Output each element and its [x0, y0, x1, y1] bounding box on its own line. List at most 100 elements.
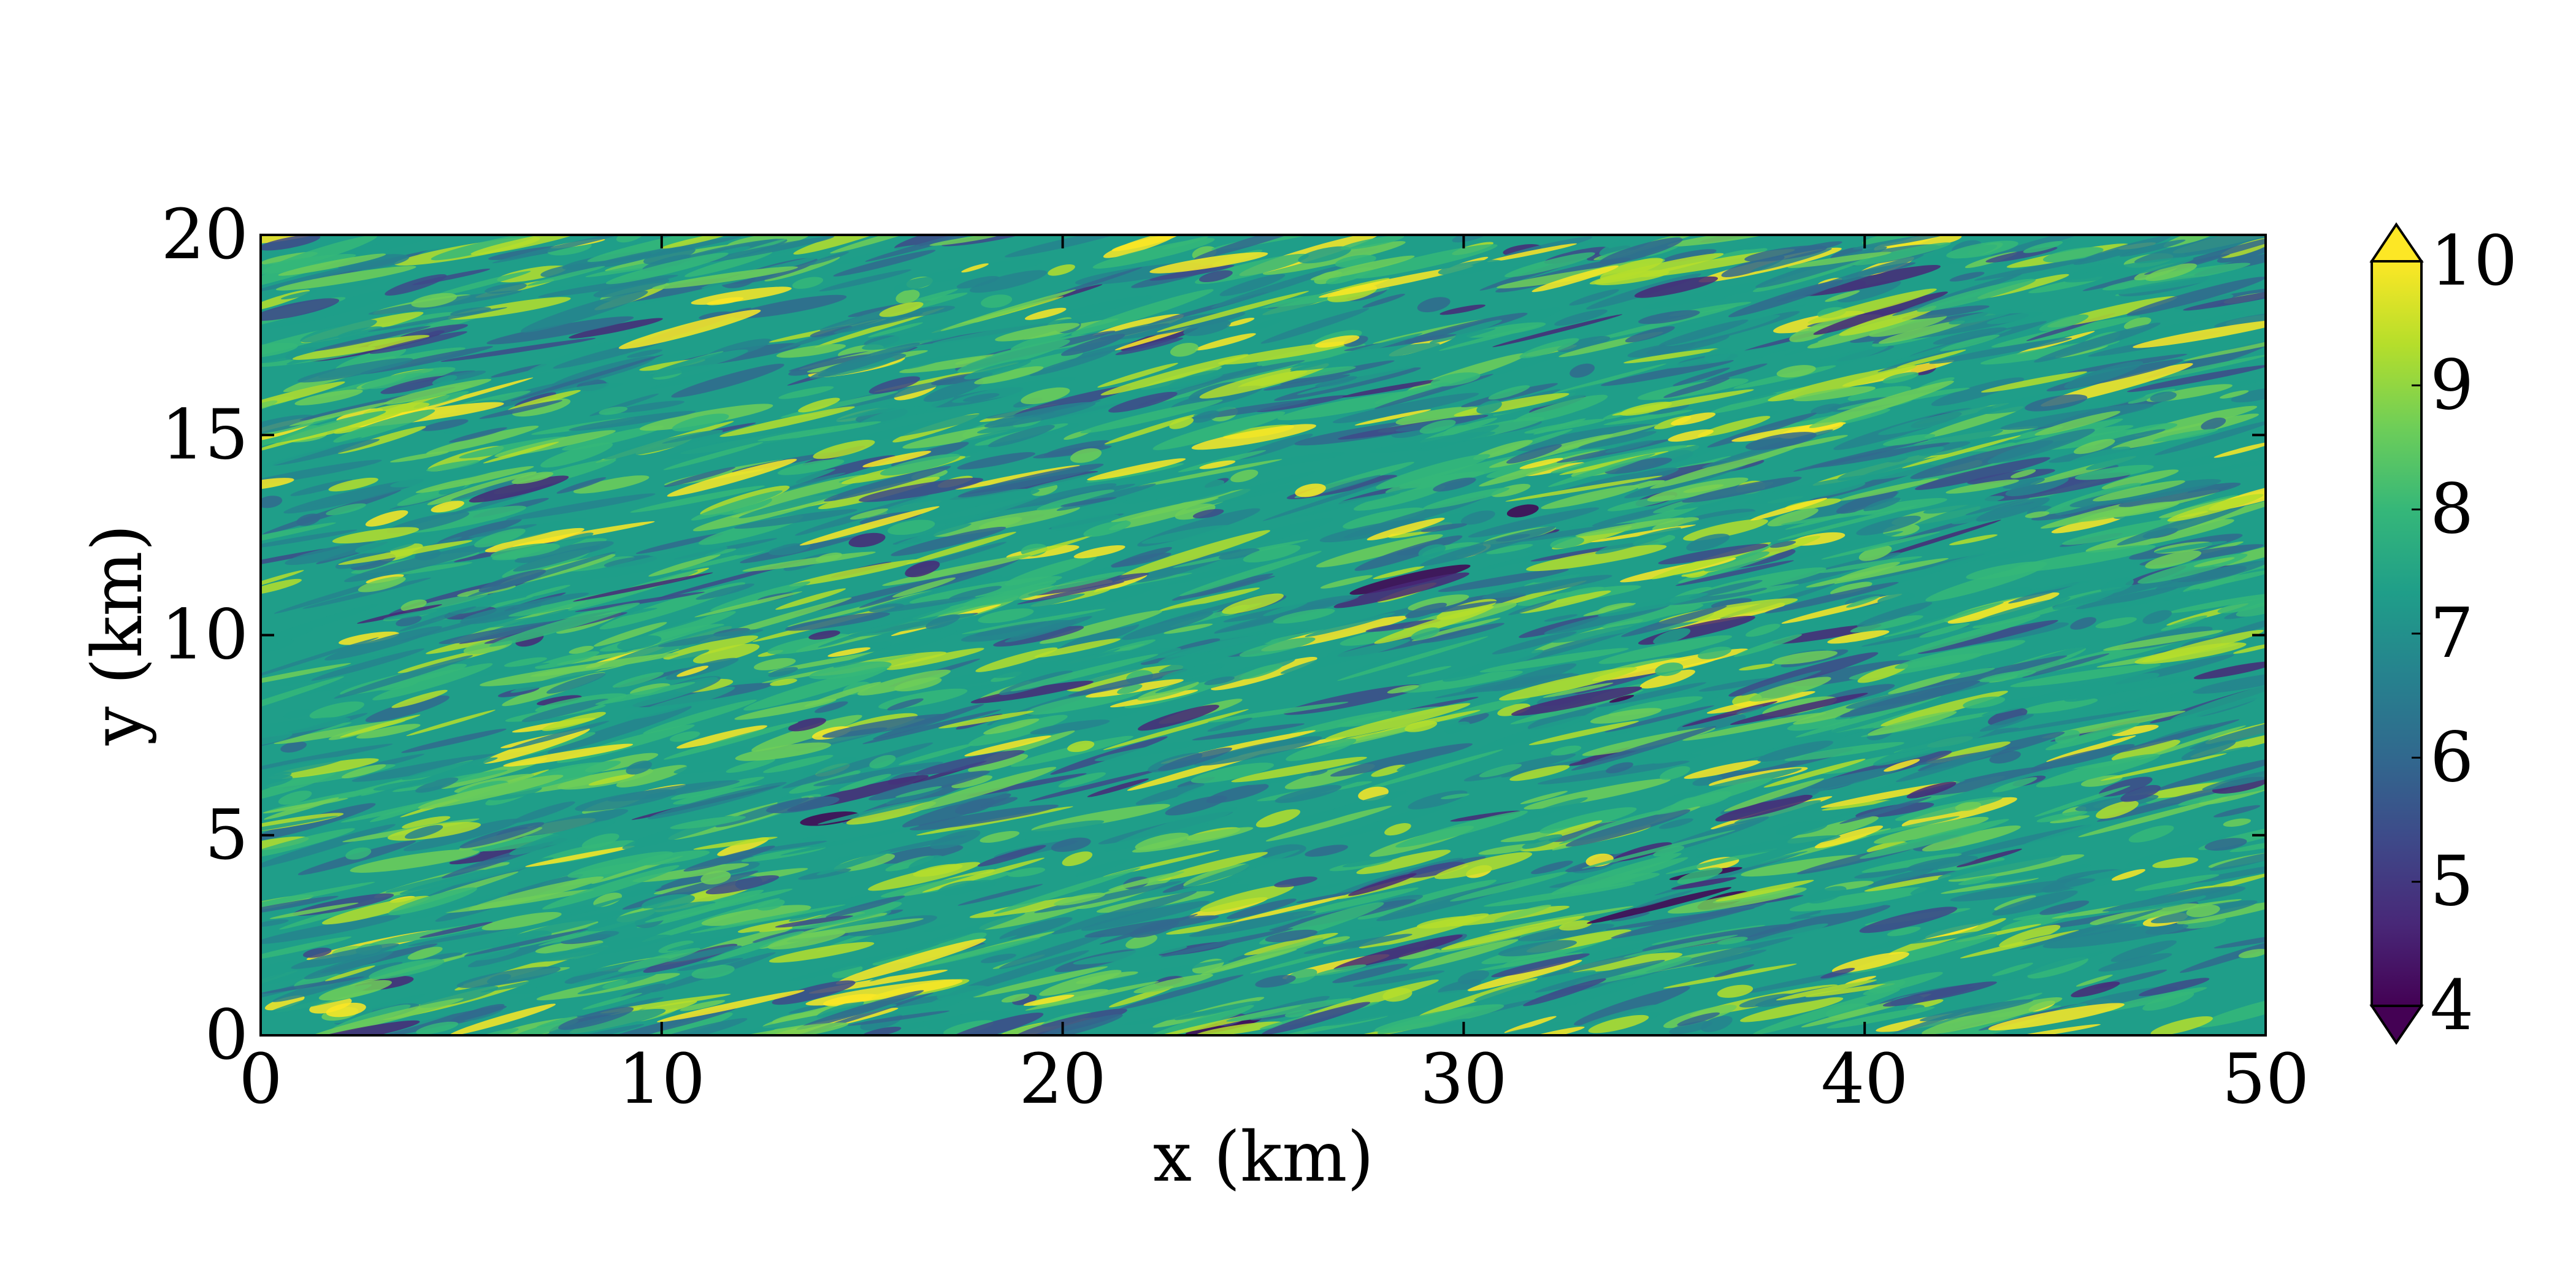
heatmap-streak: [1744, 245, 1827, 262]
heatmap-streak: [1723, 778, 1825, 812]
heatmap-streak: [415, 466, 534, 493]
heatmap-streak: [910, 767, 1057, 812]
heatmap-streak: [1866, 914, 2009, 951]
heatmap-streak: [2145, 550, 2202, 569]
heatmap-streak: [1571, 726, 1717, 771]
heatmap-streak: [456, 966, 561, 988]
heatmap-streak: [848, 532, 886, 548]
heatmap-streak: [918, 259, 1042, 282]
heatmap-streak: [1974, 257, 2094, 281]
heatmap-streak: [705, 875, 780, 895]
heatmap-streak: [1519, 458, 1563, 469]
heatmap-streak: [743, 667, 889, 711]
heatmap-streak: [735, 541, 789, 556]
heatmap-streak: [657, 629, 764, 647]
heatmap-streak: [1265, 805, 1392, 841]
heatmap-streak: [1156, 628, 1309, 659]
heatmap-streak: [1623, 348, 1719, 364]
heatmap-streak: [261, 639, 294, 654]
heatmap-streak: [735, 742, 832, 761]
heatmap-streak: [261, 976, 364, 994]
heatmap-streak: [1133, 973, 1213, 994]
heatmap-streak: [1913, 655, 2068, 692]
heatmap-streak: [1467, 960, 1582, 992]
heatmap-streak: [1030, 719, 1110, 735]
heatmap-streak: [1658, 818, 1693, 829]
heatmap-streak: [309, 997, 352, 1014]
heatmap-streak: [1277, 390, 1428, 421]
heatmap-streak: [765, 796, 840, 814]
colorbar-ticks: 4 5 6 7 8 9 10: [2412, 221, 2518, 1046]
heatmap-streak: [955, 356, 986, 365]
heatmap-streak: [1752, 989, 1901, 1035]
colorbar-extend-max: [2369, 222, 2424, 263]
heatmap-streak: [2179, 859, 2233, 872]
heatmap-streak: [2179, 936, 2266, 973]
heatmap-streak: [795, 455, 895, 484]
heatmap-streak: [1401, 670, 1523, 693]
heatmap-streak: [569, 645, 594, 654]
heatmap-streak: [1784, 742, 1904, 761]
heatmap-streak: [1858, 547, 2007, 593]
heatmap-streak: [1847, 386, 1911, 402]
heatmap-streak: [1776, 821, 1828, 836]
heatmap-streak: [1519, 590, 1611, 614]
heatmap-streak: [799, 506, 940, 546]
heatmap-streak: [1252, 452, 1346, 468]
heatmap-streak: [2003, 478, 2045, 489]
heatmap-streak: [769, 941, 875, 963]
heatmap-streak: [1704, 551, 1770, 572]
heatmap-streak: [1508, 599, 1557, 615]
heatmap-streak: [2120, 784, 2161, 802]
heatmap-streak: [1811, 404, 1841, 415]
heatmap-streak: [1336, 706, 1446, 727]
heatmap-streak: [261, 478, 294, 491]
heatmap-streak: [1168, 370, 1221, 388]
heatmap-streak: [1749, 677, 1831, 702]
heatmap-streak: [1430, 372, 1481, 387]
heatmap-streak: [955, 465, 1080, 490]
heatmap-streak: [1094, 740, 1203, 761]
heatmap-streak: [443, 418, 502, 434]
heatmap-streak: [1836, 491, 1898, 514]
heatmap-streak: [1200, 884, 1294, 912]
heatmap-streak: [1781, 594, 1903, 624]
heatmap-streak: [1821, 531, 1941, 560]
heatmap-streak: [815, 701, 848, 713]
heatmap-streak: [1671, 877, 1737, 890]
heatmap-streak: [1008, 820, 1105, 840]
heatmap-streak: [2150, 391, 2177, 402]
heatmap-streak: [663, 442, 764, 470]
heatmap-streak: [1222, 593, 1284, 614]
y-axis-ticks: 0 5 10 15 20: [161, 195, 2266, 1075]
heatmap-streak: [1570, 363, 1595, 378]
heatmap-streak: [1357, 880, 1497, 920]
heatmap-streak: [2021, 698, 2098, 714]
heatmap-streak: [486, 946, 617, 967]
heatmap-streak: [833, 854, 859, 862]
heatmap-streak: [2126, 326, 2190, 340]
heatmap-streak: [618, 948, 700, 972]
heatmap-streak: [2023, 813, 2136, 845]
colorbar: 4 5 6 7 8 9 10: [2369, 221, 2518, 1046]
heatmap-streak: [1479, 764, 1522, 778]
heatmap-streak: [421, 419, 469, 431]
heatmap-streak: [1539, 807, 1637, 834]
heatmap-streak: [887, 519, 935, 535]
heatmap-streak: [491, 364, 547, 378]
heatmap-streak: [2183, 288, 2266, 311]
heatmap-streak: [1115, 337, 1184, 355]
heatmap-streak: [2183, 329, 2266, 361]
heatmap-streak: [2034, 411, 2121, 436]
heatmap-streak: [1023, 994, 1075, 1006]
heatmap-streak: [915, 750, 1025, 775]
heatmap-streak: [2152, 857, 2199, 868]
heatmap-streak: [1638, 310, 1700, 324]
heatmap-streak: [635, 850, 710, 865]
heatmap-streak: [569, 318, 663, 339]
heatmap-streak: [1763, 759, 1866, 788]
heatmap-streak: [481, 911, 562, 930]
heatmap-streak: [1075, 859, 1129, 877]
heatmap-streak: [1111, 553, 1171, 567]
heatmap-streak: [1707, 412, 1817, 448]
